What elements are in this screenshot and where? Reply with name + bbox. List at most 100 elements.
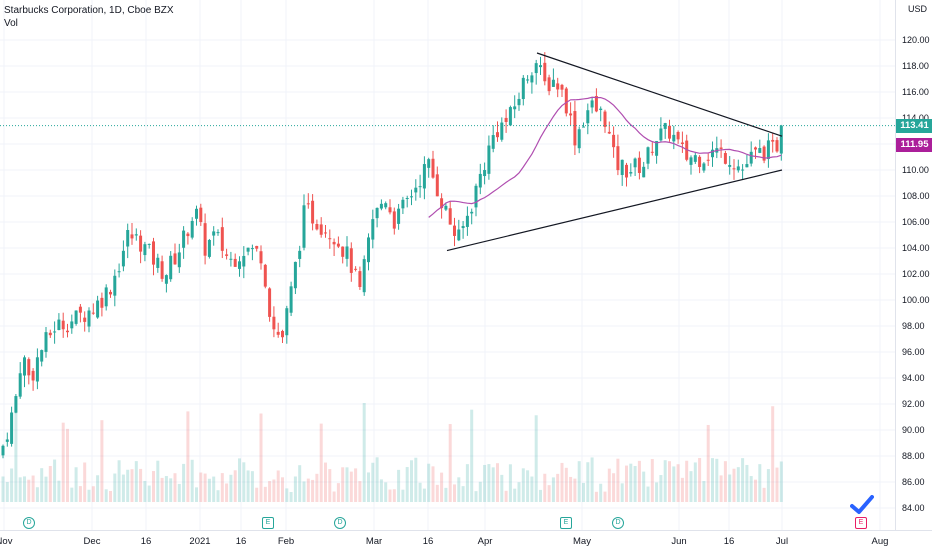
candle-body bbox=[435, 174, 439, 197]
volume-bar bbox=[246, 470, 250, 502]
candle-body bbox=[775, 140, 779, 152]
volume-bar bbox=[582, 482, 585, 502]
volume-bar bbox=[203, 473, 207, 502]
volume-bar bbox=[487, 464, 491, 502]
volume-bar bbox=[564, 467, 568, 502]
candle-body bbox=[659, 128, 663, 141]
candle-body bbox=[663, 123, 667, 129]
candle-body bbox=[564, 88, 568, 114]
volume-bar bbox=[728, 474, 732, 502]
candle-body bbox=[156, 257, 160, 268]
candle-body bbox=[590, 100, 594, 108]
candle-body bbox=[388, 207, 392, 213]
candle-body bbox=[504, 117, 508, 123]
price-tick: 90.00 bbox=[902, 425, 925, 435]
candle-body bbox=[31, 370, 35, 381]
volume-bar bbox=[779, 461, 783, 502]
volume-bar bbox=[612, 473, 616, 502]
earnings-marker[interactable]: E bbox=[262, 517, 274, 529]
candle-body bbox=[362, 259, 366, 293]
candle-body bbox=[629, 172, 633, 174]
volume-bar bbox=[620, 483, 624, 502]
dividend-marker[interactable]: D bbox=[612, 517, 624, 529]
volume-label[interactable]: Vol bbox=[4, 18, 18, 29]
price-tick: 116.00 bbox=[902, 87, 929, 97]
candle-body bbox=[741, 169, 745, 171]
candle-body bbox=[556, 83, 560, 90]
volume-bar bbox=[276, 470, 280, 502]
time-axis[interactable]: Nov Dec 16 2021 16 Feb Mar 16 Apr May Jun 16 Jul Aug bbox=[0, 530, 932, 551]
volume-bar bbox=[478, 481, 482, 502]
upcoming-earnings-marker[interactable]: E bbox=[855, 517, 867, 529]
volume-bar bbox=[775, 467, 779, 502]
dividend-marker[interactable]: D bbox=[23, 517, 35, 529]
candle-body bbox=[57, 319, 61, 331]
volume-bar bbox=[521, 468, 525, 502]
candle-body bbox=[293, 261, 297, 289]
volume-bar bbox=[668, 461, 671, 502]
volume-bar bbox=[745, 464, 749, 502]
symbol-title[interactable]: Starbucks Corporation, 1D, Cboe BZX bbox=[4, 5, 174, 16]
candle-body bbox=[74, 310, 78, 324]
volume-bar bbox=[311, 479, 315, 502]
candle-body bbox=[199, 207, 203, 223]
candle-body bbox=[311, 200, 315, 224]
volume-bar bbox=[732, 468, 736, 502]
volume-bar bbox=[121, 474, 125, 502]
volume-bar bbox=[715, 458, 719, 502]
price-axis[interactable]: USD 120.00118.00116.00114.00112.00110.00… bbox=[895, 0, 932, 530]
volume-bar bbox=[504, 490, 508, 502]
time-tick: 16 bbox=[140, 536, 152, 547]
candle-body bbox=[500, 122, 504, 140]
volume-bar bbox=[693, 462, 697, 502]
candle-body bbox=[680, 142, 684, 145]
candle-body bbox=[448, 208, 452, 225]
currency-label: USD bbox=[908, 4, 928, 14]
time-tick: Aug bbox=[871, 536, 889, 547]
candle-body bbox=[573, 111, 577, 146]
candle-body bbox=[375, 207, 379, 219]
volume-bar bbox=[401, 489, 405, 502]
volume-bar bbox=[405, 467, 409, 502]
volume-bar bbox=[268, 481, 272, 502]
volume-bar bbox=[758, 464, 762, 502]
chart-pane[interactable]: Starbucks Corporation, 1D, Cboe BZX Vol … bbox=[0, 0, 895, 530]
candlestick-chart[interactable] bbox=[0, 0, 895, 530]
candle-body bbox=[195, 208, 198, 219]
volume-bar bbox=[302, 481, 306, 502]
candle-body bbox=[470, 211, 474, 214]
candle-body bbox=[736, 166, 740, 171]
candle-body bbox=[130, 234, 134, 239]
candle-body bbox=[569, 113, 573, 116]
candle-body bbox=[349, 248, 353, 273]
candle-body bbox=[655, 141, 659, 156]
earnings-marker[interactable]: E bbox=[560, 517, 572, 529]
volume-bar bbox=[702, 481, 706, 502]
candle-body bbox=[405, 198, 409, 200]
volume-bar bbox=[212, 476, 216, 502]
time-tick: Dec bbox=[83, 536, 101, 547]
dividend-marker[interactable]: D bbox=[334, 517, 346, 529]
volume-bar bbox=[229, 474, 233, 502]
candle-body bbox=[225, 254, 229, 256]
candle-body bbox=[620, 159, 624, 175]
volume-bar bbox=[35, 487, 39, 502]
candle-body bbox=[246, 247, 250, 252]
volume-bar bbox=[590, 457, 594, 502]
volume-bar bbox=[431, 466, 435, 502]
volume-bar bbox=[31, 475, 35, 502]
volume-bar bbox=[766, 469, 770, 502]
candle-body bbox=[513, 106, 517, 110]
volume-bar bbox=[689, 471, 693, 502]
candle-body bbox=[440, 198, 444, 209]
price-tick: 98.00 bbox=[902, 321, 925, 331]
volume-bar bbox=[711, 458, 714, 502]
candle-body bbox=[147, 243, 151, 245]
volume-bar bbox=[315, 473, 319, 502]
candle-body bbox=[758, 148, 762, 153]
volume-bar bbox=[762, 487, 766, 502]
candle-body bbox=[169, 255, 173, 280]
time-tick: Feb bbox=[277, 536, 295, 547]
price-tick: 86.00 bbox=[902, 477, 925, 487]
volume-bar bbox=[465, 464, 469, 502]
